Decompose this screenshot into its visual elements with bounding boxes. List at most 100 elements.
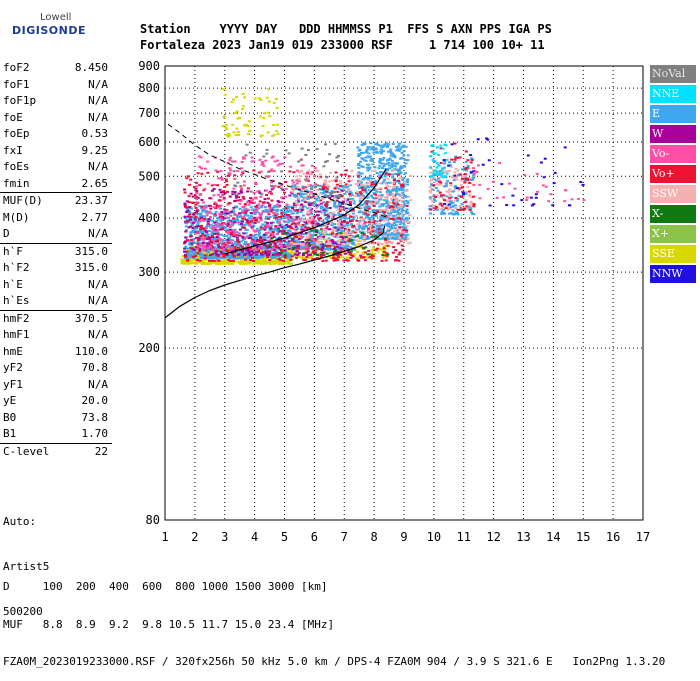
data-point bbox=[232, 131, 235, 133]
data-point bbox=[336, 205, 339, 207]
data-point bbox=[382, 157, 385, 159]
data-point bbox=[536, 173, 539, 175]
data-point bbox=[436, 147, 439, 149]
data-point bbox=[323, 184, 326, 186]
data-point bbox=[326, 207, 329, 209]
data-point bbox=[459, 207, 462, 209]
data-point bbox=[434, 196, 437, 198]
data-point bbox=[354, 232, 357, 234]
y-tick-label: 80 bbox=[146, 513, 160, 527]
data-point bbox=[564, 146, 567, 148]
data-point bbox=[215, 211, 218, 213]
data-point bbox=[277, 247, 280, 249]
data-point bbox=[194, 218, 197, 220]
data-point bbox=[275, 253, 278, 255]
data-point bbox=[270, 263, 273, 265]
data-point bbox=[247, 250, 250, 252]
data-point bbox=[234, 134, 237, 136]
data-point bbox=[388, 201, 391, 203]
data-point bbox=[472, 184, 475, 186]
data-point bbox=[249, 201, 252, 203]
data-point bbox=[316, 170, 319, 172]
data-point bbox=[243, 243, 246, 245]
data-point bbox=[295, 195, 298, 197]
data-point bbox=[265, 175, 268, 177]
data-point bbox=[523, 174, 526, 176]
data-point bbox=[292, 243, 295, 245]
data-point bbox=[217, 194, 220, 196]
data-point bbox=[204, 168, 207, 170]
data-point bbox=[265, 194, 268, 196]
data-point bbox=[242, 198, 245, 200]
data-point bbox=[208, 257, 211, 259]
data-point bbox=[239, 235, 242, 237]
data-point bbox=[450, 159, 453, 161]
data-point bbox=[195, 192, 198, 194]
data-point bbox=[307, 219, 310, 221]
data-point bbox=[368, 217, 371, 219]
data-point bbox=[403, 165, 406, 167]
x-tick-label: 17 bbox=[636, 530, 650, 544]
data-point bbox=[488, 159, 491, 161]
data-point bbox=[429, 186, 432, 188]
data-point bbox=[214, 213, 217, 215]
data-point bbox=[384, 176, 387, 178]
data-point bbox=[368, 253, 371, 255]
data-point bbox=[582, 199, 585, 201]
data-point bbox=[365, 225, 368, 227]
data-point bbox=[433, 198, 436, 200]
data-point bbox=[343, 260, 346, 262]
data-point bbox=[191, 229, 194, 231]
data-point bbox=[373, 228, 376, 230]
data-point bbox=[389, 149, 392, 151]
data-point bbox=[220, 234, 223, 236]
x-tick-label: 8 bbox=[371, 530, 378, 544]
data-point bbox=[379, 145, 382, 147]
data-point bbox=[224, 126, 227, 128]
data-point bbox=[236, 219, 239, 221]
data-point bbox=[239, 185, 242, 187]
data-point bbox=[393, 234, 396, 236]
data-point bbox=[215, 248, 218, 250]
data-point bbox=[242, 232, 245, 234]
data-point bbox=[251, 157, 254, 159]
data-point bbox=[466, 159, 469, 161]
data-point bbox=[323, 209, 326, 211]
data-point bbox=[460, 195, 463, 197]
x-tick-label: 4 bbox=[251, 530, 258, 544]
data-point bbox=[217, 242, 220, 244]
data-point bbox=[453, 161, 456, 163]
data-point bbox=[199, 231, 202, 233]
data-point bbox=[208, 239, 211, 241]
data-point bbox=[452, 205, 455, 207]
data-point bbox=[197, 172, 200, 174]
data-point bbox=[401, 239, 404, 241]
data-point bbox=[309, 207, 312, 209]
data-point bbox=[435, 167, 438, 169]
data-point bbox=[202, 238, 205, 240]
data-point bbox=[392, 169, 395, 171]
data-point bbox=[465, 193, 468, 195]
data-point bbox=[237, 221, 240, 223]
data-point bbox=[292, 247, 295, 249]
data-point bbox=[243, 209, 246, 211]
data-point bbox=[399, 158, 402, 160]
data-point bbox=[369, 175, 372, 177]
data-point bbox=[375, 191, 378, 193]
data-point bbox=[219, 205, 222, 207]
data-point bbox=[436, 183, 439, 185]
data-point bbox=[367, 228, 370, 230]
data-point bbox=[370, 220, 373, 222]
data-point bbox=[189, 235, 192, 237]
data-point bbox=[298, 181, 301, 183]
x-tick-label: 15 bbox=[576, 530, 590, 544]
data-point bbox=[252, 160, 255, 162]
data-point bbox=[256, 208, 259, 210]
data-point bbox=[193, 249, 196, 251]
data-point bbox=[221, 239, 224, 241]
data-point bbox=[445, 185, 448, 187]
data-point bbox=[372, 247, 375, 249]
data-point bbox=[336, 209, 339, 211]
data-point bbox=[296, 210, 299, 212]
data-point bbox=[400, 235, 403, 237]
